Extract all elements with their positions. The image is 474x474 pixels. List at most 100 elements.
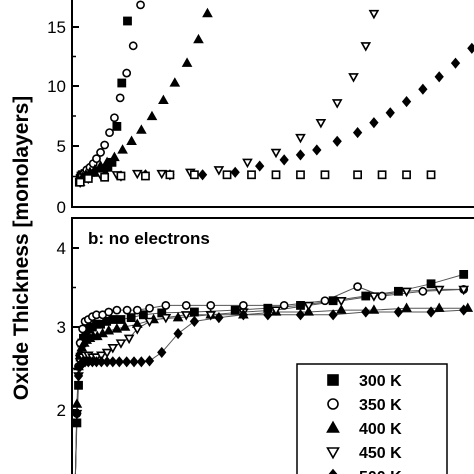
data-point [73, 398, 83, 408]
data-point [136, 124, 147, 134]
data-point [119, 321, 131, 331]
legend-box [296, 363, 448, 474]
data-point [136, 356, 147, 368]
y-tick-label: 10 [47, 77, 66, 96]
data-point [230, 305, 240, 315]
data-point [117, 78, 127, 88]
data-point [180, 311, 192, 321]
data-point [128, 41, 138, 51]
data-point [434, 71, 444, 83]
data-point [116, 171, 126, 181]
data-point [160, 313, 172, 324]
data-point [101, 156, 113, 167]
legend-marker [327, 374, 339, 386]
data-point [401, 302, 412, 312]
data-point [108, 315, 118, 324]
data-point [129, 356, 139, 368]
data-point [361, 291, 371, 301]
y-tick-label: 0 [57, 198, 66, 217]
data-point [75, 177, 85, 187]
plot-area [74, 0, 474, 188]
data-point [131, 169, 143, 180]
data-point [126, 313, 136, 323]
data-point [401, 96, 412, 108]
data-point [172, 311, 184, 322]
data-point [112, 122, 122, 131]
data-point [352, 127, 363, 139]
data-point [222, 170, 232, 180]
panel-a: 0 5 10 15 [47, 0, 474, 217]
data-point [295, 149, 306, 161]
data-point [238, 309, 249, 321]
data-point [117, 144, 128, 154]
data-point [96, 148, 105, 157]
data-point [303, 301, 314, 312]
data-point [126, 135, 137, 145]
data-point [100, 172, 110, 182]
data-point [193, 33, 204, 44]
data-point [181, 301, 191, 310]
data-point [348, 73, 359, 83]
data-point [101, 348, 113, 359]
data-point [123, 16, 132, 26]
data-point [328, 296, 338, 306]
data-point [157, 346, 167, 358]
data-point [161, 301, 171, 310]
data-point [141, 171, 150, 181]
data-point [328, 309, 338, 321]
data-point [312, 144, 322, 156]
data-point [73, 407, 82, 420]
data-point [73, 418, 82, 428]
data-point [467, 42, 474, 54]
data-point [369, 117, 379, 129]
data-point [458, 285, 470, 296]
data-point [295, 309, 306, 321]
data-point [279, 301, 289, 310]
data-point [296, 301, 305, 310]
data-point [214, 312, 224, 324]
legend-label: 350 K [359, 397, 402, 414]
data-point [189, 315, 200, 327]
data-point [92, 154, 101, 164]
data-point [295, 133, 306, 144]
data-point [459, 304, 469, 316]
data-point [144, 317, 155, 328]
data-point [76, 341, 88, 352]
data-point [332, 135, 342, 147]
data-point [114, 356, 124, 368]
data-point [213, 166, 225, 176]
data-point [368, 292, 380, 302]
y-tick-label: 5 [57, 137, 66, 156]
legend: 300 K 350 K 400 K 450 K 500 K [296, 363, 448, 474]
data-point [433, 285, 445, 296]
data-point [426, 170, 436, 180]
data-point [315, 119, 327, 129]
panel-title: b: no electrons [88, 229, 210, 248]
data-point [377, 170, 387, 180]
data-point [426, 279, 436, 289]
legend-label: 400 K [359, 421, 402, 438]
data-point [426, 306, 436, 318]
data-point [111, 323, 123, 333]
data-point [115, 339, 127, 349]
data-point [202, 7, 213, 18]
data-point [173, 328, 183, 340]
data-point [418, 83, 428, 95]
data-point [139, 310, 148, 320]
data-point [402, 170, 411, 180]
data-point [271, 170, 281, 180]
data-point [132, 305, 142, 315]
data-point [110, 113, 119, 123]
data-point [320, 296, 330, 306]
data-point [107, 344, 119, 354]
data-point [109, 151, 120, 162]
data-point [331, 99, 343, 109]
data-point [401, 287, 412, 298]
data-point [270, 306, 282, 316]
data-point [145, 303, 154, 313]
data-point [190, 170, 199, 180]
data-point [353, 170, 362, 180]
data-point [122, 305, 132, 315]
data-point [255, 160, 265, 172]
